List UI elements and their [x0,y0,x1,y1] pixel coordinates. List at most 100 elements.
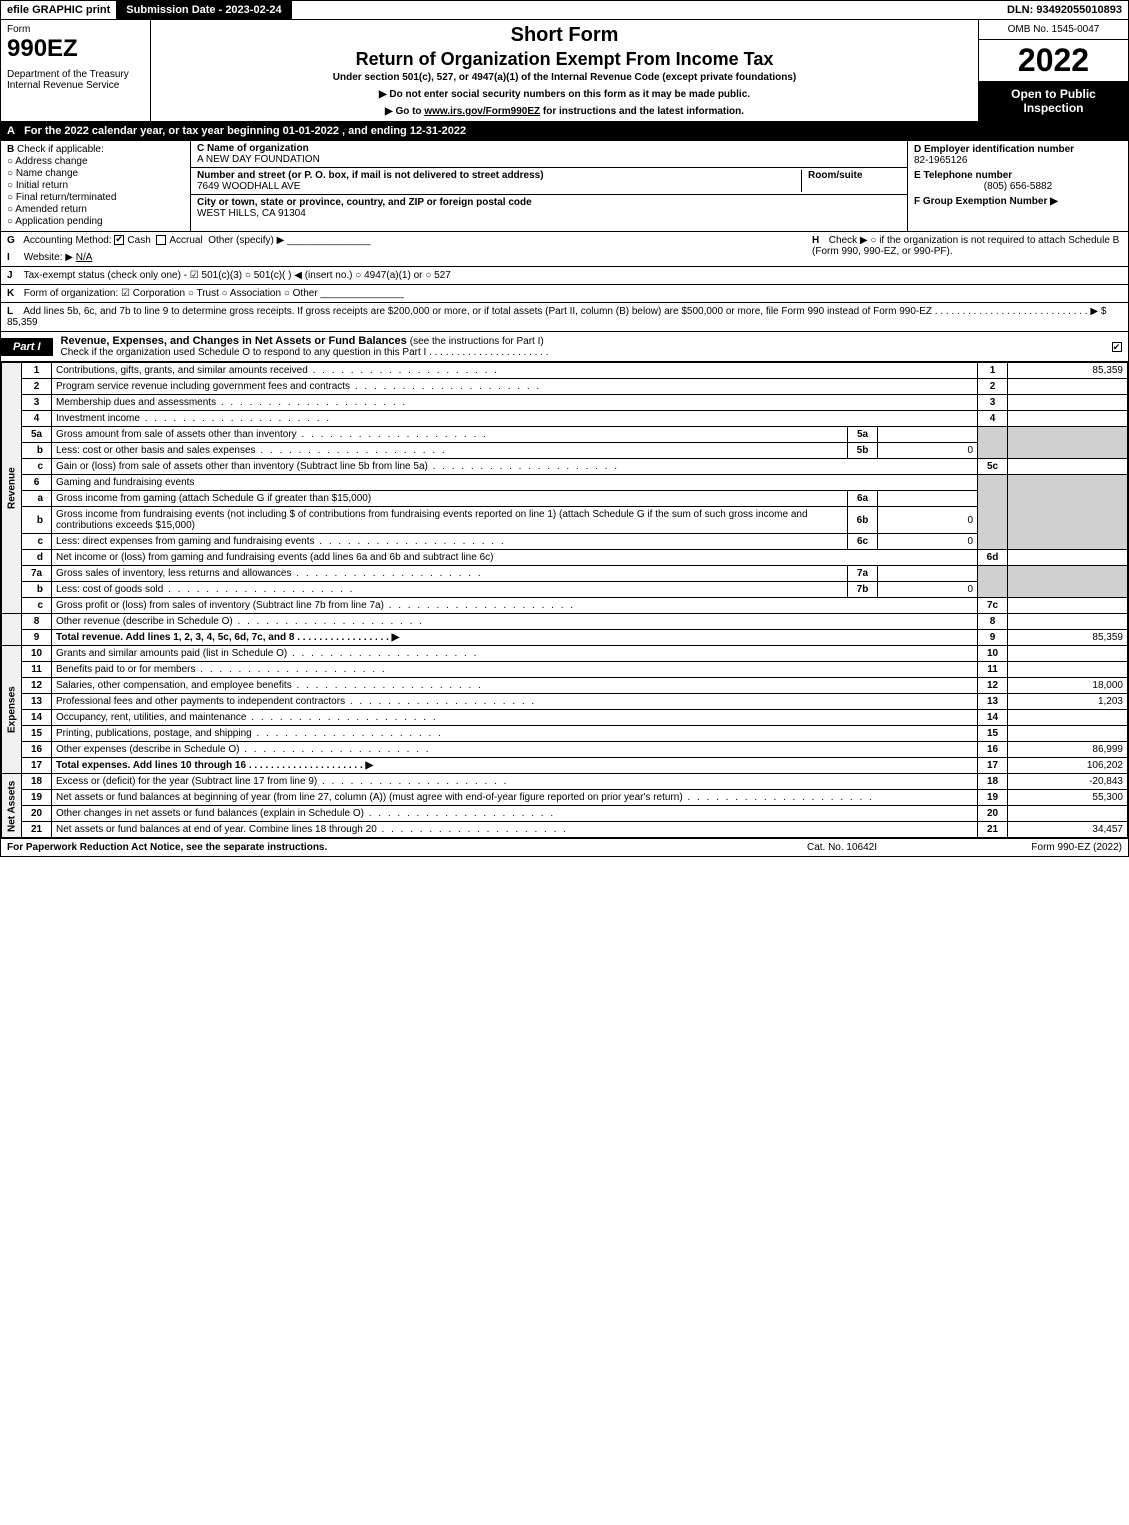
line-6d-num: d [22,550,52,566]
short-form-title: Short Form [159,24,970,47]
header-left: Form 990EZ Department of the Treasury In… [1,20,151,121]
line-8-desc: Other revenue (describe in Schedule O) [52,614,978,630]
line-5b-num: b [22,443,52,459]
line-2-box: 2 [978,379,1008,395]
line-17-val: 106,202 [1008,758,1128,774]
line-7ab-greyval [1008,566,1128,598]
line-6c-mini: 6c [848,534,878,550]
chk-initial-return[interactable]: Initial return [7,180,184,191]
label-h: H [812,235,826,246]
cash-label: Cash [127,235,150,246]
chk-final-return[interactable]: Final return/terminated [7,192,184,203]
subtitle: Under section 501(c), 527, or 4947(a)(1)… [159,72,970,83]
line-10-desc: Grants and similar amounts paid (list in… [52,646,978,662]
line-14-box: 14 [978,710,1008,726]
line-7b-num: b [22,582,52,598]
line-7b-minival: 0 [878,582,978,598]
label-j: J [7,270,21,281]
line-4-num: 4 [22,411,52,427]
row-gh: G Accounting Method: Cash Accrual Other … [1,232,1128,267]
line-6-desc: Gaming and fundraising events [52,475,978,491]
line-8-val [1008,614,1128,630]
line-6a-num: a [22,491,52,507]
row-a-text: For the 2022 calendar year, or tax year … [24,125,466,137]
city-row: City or town, state or province, country… [191,195,907,221]
chk-amended-return[interactable]: Amended return [7,204,184,215]
group-exemption-label: F Group Exemption Number ▶ [914,196,1122,207]
line-21-desc: Net assets or fund balances at end of ye… [52,822,978,838]
line-21-val: 34,457 [1008,822,1128,838]
line-6-greybox [978,475,1008,550]
footer-center: Cat. No. 10642I [742,842,942,853]
goto-note: ▶ Go to www.irs.gov/Form990EZ for instru… [159,106,970,117]
line-9-desc: Total revenue. Add lines 1, 2, 3, 4, 5c,… [52,630,978,646]
part-1-check-note: Check if the organization used Schedule … [61,347,1100,358]
line-4-desc: Investment income [52,411,978,427]
line-3-box: 3 [978,395,1008,411]
part-1-checkbox[interactable] [1108,341,1128,353]
ein-value: 82-1965126 [914,155,1122,166]
line-5a-mini: 5a [848,427,878,443]
line-3-desc: Membership dues and assessments [52,395,978,411]
line-20-box: 20 [978,806,1008,822]
line-5ab-greyval [1008,427,1128,459]
line-19-num: 19 [22,790,52,806]
chk-address-change[interactable]: Address change [7,156,184,167]
line-6d-desc: Net income or (loss) from gaming and fun… [52,550,978,566]
line-2-val [1008,379,1128,395]
line-19-box: 19 [978,790,1008,806]
line-9-box: 9 [978,630,1008,646]
header-middle: Short Form Return of Organization Exempt… [151,20,978,121]
line-9-val: 85,359 [1008,630,1128,646]
line-21-box: 21 [978,822,1008,838]
line-10-val [1008,646,1128,662]
line-2-desc: Program service revenue including govern… [52,379,978,395]
line-5c-num: c [22,459,52,475]
line-1-num: 1 [22,363,52,379]
column-d: D Employer identification number 82-1965… [908,141,1128,231]
line-7c-box: 7c [978,598,1008,614]
line-6a-mini: 6a [848,491,878,507]
chk-application-pending[interactable]: Application pending [7,216,184,227]
efile-label[interactable]: efile GRAPHIC print [1,1,116,19]
org-name-label: C Name of organization [197,143,901,154]
line-5c-desc: Gain or (loss) from sale of assets other… [52,459,978,475]
label-i: I [7,252,21,263]
line-9-num: 9 [22,630,52,646]
line-5b-minival: 0 [878,443,978,459]
check-applicable: Check if applicable: [17,144,104,155]
footer-left: For Paperwork Reduction Act Notice, see … [7,842,742,853]
line-1-box: 1 [978,363,1008,379]
line-14-num: 14 [22,710,52,726]
accounting-method: Accounting Method: [23,235,111,246]
line-10-num: 10 [22,646,52,662]
label-b: B [7,144,14,155]
line-17-desc: Total expenses. Add lines 10 through 16 … [52,758,978,774]
chk-cash[interactable] [114,235,124,245]
side-netassets: Net Assets [2,774,22,838]
line-6d-val [1008,550,1128,566]
chk-accrual[interactable] [156,235,166,245]
irs-link[interactable]: www.irs.gov/Form990EZ [424,106,540,117]
line-5a-desc: Gross amount from sale of assets other t… [52,427,848,443]
ein-label: D Employer identification number [914,144,1122,155]
gross-receipts-note: Add lines 5b, 6c, and 7b to line 9 to de… [7,306,1106,328]
telephone-label: E Telephone number [914,170,1122,181]
accrual-label: Accrual [169,235,202,246]
header-row: Form 990EZ Department of the Treasury In… [1,20,1128,122]
line-6b-desc: Gross income from fundraising events (no… [52,507,848,534]
line-14-val [1008,710,1128,726]
chk-name-change[interactable]: Name change [7,168,184,179]
label-k: K [7,288,21,299]
line-6c-num: c [22,534,52,550]
line-19-desc: Net assets or fund balances at beginning… [52,790,978,806]
line-5c-box: 5c [978,459,1008,475]
omb-number: OMB No. 1545-0047 [979,20,1128,40]
line-13-num: 13 [22,694,52,710]
label-l: L [7,306,21,317]
form-word: Form [7,24,144,35]
row-a: A For the 2022 calendar year, or tax yea… [1,122,1128,141]
telephone-value: (805) 656-5882 [914,181,1122,192]
side-expenses: Expenses [2,646,22,774]
line-20-val [1008,806,1128,822]
